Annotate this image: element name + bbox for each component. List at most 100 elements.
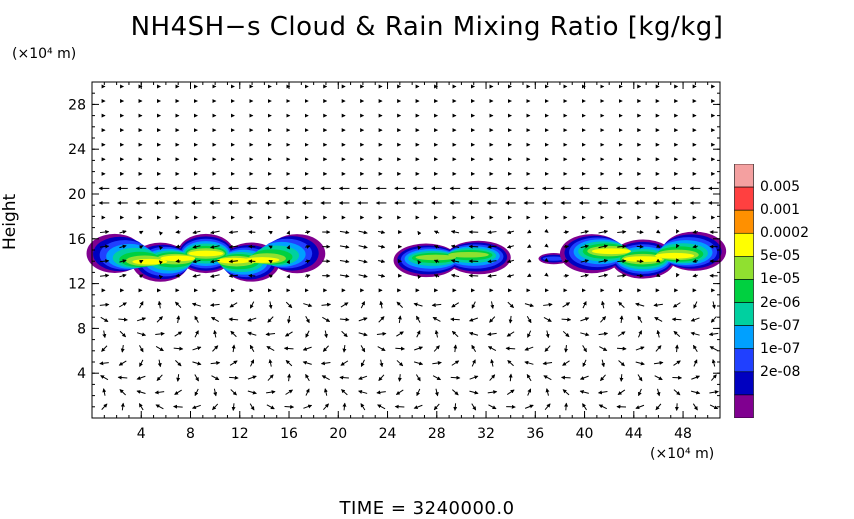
wind-vector (321, 302, 332, 307)
wind-vector (433, 230, 440, 235)
wind-vector (433, 345, 440, 352)
time-label: TIME = 3240000.0 (339, 498, 515, 519)
colorbar-label: 2e-08 (760, 363, 801, 380)
wind-vector (101, 403, 108, 410)
wind-vector (210, 303, 220, 307)
wind-vector (339, 259, 350, 264)
wind-vector (433, 245, 440, 249)
wind-vector (617, 389, 626, 395)
wind-vector (490, 359, 495, 367)
wind-vector (655, 403, 662, 411)
wind-vector (561, 317, 572, 322)
wind-vector (118, 360, 127, 366)
wind-vector (434, 329, 439, 338)
wind-vector (139, 274, 144, 279)
wind-vector (213, 388, 218, 397)
wind-vector (378, 374, 385, 382)
wind-vector (139, 301, 144, 309)
wind-vector (191, 404, 201, 410)
cloud-region (188, 250, 224, 257)
wind-vector (305, 230, 311, 235)
wind-vector (340, 360, 349, 366)
wind-vector (450, 230, 460, 234)
wind-vector (417, 260, 422, 265)
wind-vector (396, 360, 404, 367)
wind-vector (158, 245, 164, 251)
wind-vector (579, 390, 589, 394)
wind-vector (378, 273, 386, 278)
wind-vector (358, 230, 368, 235)
wind-vector (544, 272, 549, 277)
wind-vector (598, 404, 608, 410)
wind-vector (360, 301, 366, 309)
wind-vector (230, 330, 237, 338)
wind-vector (433, 274, 440, 278)
wind-vector (580, 259, 589, 264)
wind-vector (342, 402, 347, 411)
wind-vector (358, 390, 368, 394)
wind-vector (212, 403, 219, 411)
colorbar-swatch (734, 348, 754, 373)
chart-title: NH4SH−s Cloud & Rain Mixing Ratio [kg/kg… (130, 12, 724, 42)
wind-vector (708, 332, 719, 337)
wind-vector (487, 230, 497, 235)
colorbar-swatch (734, 164, 754, 188)
wind-vector (635, 302, 645, 307)
wind-vector (544, 257, 549, 262)
wind-vector (431, 303, 442, 308)
wind-vector (564, 345, 569, 353)
wind-vector (637, 330, 642, 338)
x-tick-label: 4 (137, 426, 146, 442)
wind-vector (433, 403, 440, 411)
wind-vector (450, 317, 460, 322)
wind-vector (582, 403, 587, 411)
wind-vector (527, 273, 532, 278)
wind-vector (471, 359, 476, 367)
wind-vector (506, 259, 515, 264)
wind-vector (268, 230, 273, 235)
wind-vector (617, 273, 627, 278)
wind-vector (451, 302, 460, 308)
wind-vector (505, 346, 516, 351)
wind-vector (580, 332, 590, 337)
wind-vector (358, 375, 368, 380)
wind-vector (155, 346, 164, 352)
wind-vector (138, 403, 144, 411)
wind-vector (174, 331, 183, 337)
wind-vector (598, 331, 609, 336)
wind-vector (673, 389, 681, 396)
wind-vector (265, 332, 276, 337)
wind-vector (487, 273, 497, 278)
wind-vector (136, 390, 146, 394)
wind-vector (656, 229, 661, 234)
wind-vector (305, 388, 310, 396)
x-tick-label: 20 (329, 426, 347, 442)
wind-vector (692, 229, 698, 234)
cloud-region (132, 258, 168, 265)
wind-vector (158, 260, 164, 265)
wind-vector (379, 359, 384, 368)
wind-vector (560, 375, 571, 380)
wind-vector (619, 374, 624, 382)
wind-vector (413, 361, 424, 366)
wind-vector (99, 259, 110, 264)
wind-vector (488, 404, 497, 410)
wind-vector (527, 244, 532, 248)
colorbar-label: 1e-05 (760, 271, 801, 288)
wind-vector (283, 346, 294, 351)
wind-vector (136, 332, 147, 337)
wind-vector (395, 389, 404, 395)
wind-vector (673, 360, 681, 366)
wind-vector (229, 375, 239, 380)
wind-vector (321, 375, 330, 381)
wind-vector (213, 329, 218, 338)
wind-vector (119, 230, 127, 234)
wind-vector (120, 345, 125, 353)
x-tick-label: 44 (625, 426, 643, 442)
wind-vector (210, 274, 220, 278)
wind-vector (324, 330, 328, 339)
colorbar-label: 0.001 (760, 202, 801, 219)
wind-vector (690, 317, 700, 322)
wind-vector (394, 404, 405, 409)
wind-vector (266, 390, 276, 395)
